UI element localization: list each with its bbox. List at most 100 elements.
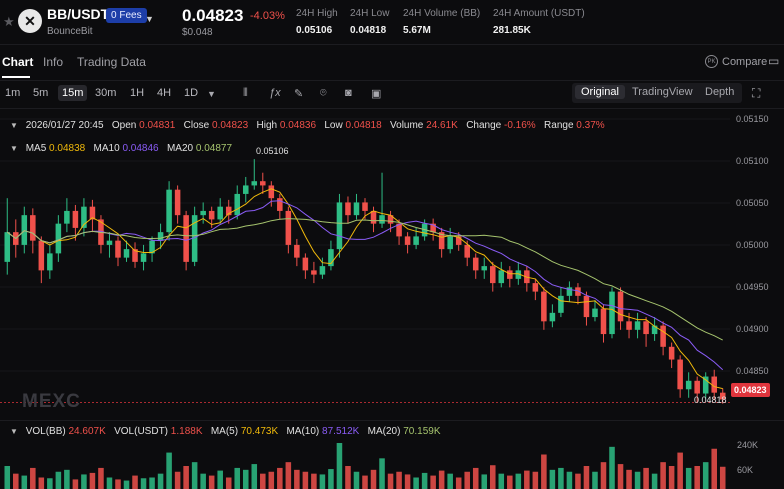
tab-trading-data[interactable]: Trading Data [77, 55, 146, 69]
settings-icon[interactable]: ▣ [371, 88, 382, 100]
low-marker-label: 0.04818 [694, 395, 727, 405]
stat-24h-high: 24H High 0.05106 [296, 8, 338, 36]
collapse-caret-icon[interactable]: ▼ [10, 121, 18, 130]
open-label: Open [111, 120, 137, 131]
volume-bar [592, 471, 598, 489]
volume-bar [711, 448, 717, 489]
volume-bar [225, 477, 232, 489]
volume-bar [277, 467, 283, 489]
volume-bar [558, 467, 564, 489]
view-original-button[interactable]: Original [575, 85, 625, 99]
volume-tick: 60K [737, 465, 754, 475]
candle-body [379, 215, 385, 224]
volume-bar [455, 477, 462, 489]
stat-value: 0.05106 [296, 25, 333, 36]
close-value: 0.04823 [212, 120, 249, 131]
volume-bar [541, 454, 547, 489]
chart-divider [0, 420, 784, 421]
fullscreen-icon[interactable]: ⛶ [752, 86, 761, 100]
candle-body [541, 291, 547, 322]
volume-bar [353, 471, 360, 489]
candle-body [609, 291, 615, 335]
pair-dropdown-caret-icon[interactable]: ▼ [145, 14, 154, 24]
candle-body [191, 215, 198, 262]
price-tick: 0.05000 [736, 240, 769, 250]
price-usd: $0.048 [182, 27, 213, 38]
candle-body [157, 232, 164, 241]
volume-label: Volume [390, 120, 424, 131]
candle-body [38, 240, 45, 271]
tabs-divider [0, 80, 784, 81]
timeframe-1d[interactable]: 1D [184, 87, 199, 99]
view-tradingview-button[interactable]: TradingView [632, 86, 693, 98]
tab-chart[interactable]: Chart [2, 55, 34, 69]
indicator-icon[interactable]: ƒx [269, 87, 281, 99]
volume-bar [481, 474, 488, 489]
candle-body [481, 266, 488, 271]
volume-bar [413, 477, 419, 489]
volume-bar [217, 470, 223, 489]
vol-ma5-label: MA(5) [210, 426, 239, 437]
stat-label: 24H High [296, 8, 338, 19]
timeframe-4h[interactable]: 4H [157, 87, 172, 99]
volume-bar [600, 462, 607, 489]
volume-bar [285, 462, 292, 489]
view-depth-button[interactable]: Depth [705, 86, 735, 98]
timeframe-5m[interactable]: 5m [33, 87, 49, 99]
volume-bar [660, 462, 666, 489]
timeframe-30m[interactable]: 30m [95, 87, 117, 99]
volume-bar [98, 467, 104, 489]
timeframe-1m[interactable]: 1m [5, 87, 21, 99]
candle-body [345, 202, 351, 216]
ma-collapse-caret-icon[interactable]: ▼ [10, 144, 18, 153]
candle-type-icon[interactable]: ⦀ [243, 87, 248, 99]
candle-body [200, 210, 206, 216]
ma20-label: MA20 [166, 143, 194, 154]
stat-24h-amount: 24H Amount (USDT) 281.85K [493, 8, 585, 36]
volume-bar [319, 474, 326, 489]
volume-chart[interactable] [0, 438, 730, 489]
change-value: -0.16% [504, 120, 536, 131]
tab-info[interactable]: Info [43, 55, 64, 69]
collapse-icon[interactable]: ▭ [768, 54, 780, 68]
volume-bar [575, 473, 581, 489]
candle-body [89, 206, 96, 220]
timeframe-1h[interactable]: 1H [130, 87, 145, 99]
ma20-line [7, 218, 723, 341]
price-tick: 0.04850 [736, 366, 769, 376]
magnet-icon[interactable]: ⌾ [320, 87, 327, 99]
candle-body [242, 185, 249, 194]
price-chart[interactable] [0, 109, 730, 419]
volume-bar [38, 477, 45, 489]
volume-bar [507, 475, 513, 489]
candle-body [626, 321, 632, 330]
timeframe-dropdown-icon[interactable]: ▼ [207, 89, 216, 99]
favorite-star-icon[interactable]: ★ [3, 14, 15, 29]
price-axis[interactable]: 0.05150 0.05100 0.05050 0.05000 0.04950 … [730, 109, 784, 419]
candle-body [268, 185, 275, 199]
screenshot-camera-icon[interactable]: ◙ [345, 87, 352, 99]
open-value: 0.04831 [139, 120, 176, 131]
volume-collapse-caret-icon[interactable]: ▼ [10, 427, 18, 436]
volume-bar [430, 475, 436, 489]
volume-bar [140, 478, 147, 489]
candle-body [694, 380, 700, 394]
pair-name[interactable]: BB/USDT [47, 6, 110, 22]
candle-body [643, 321, 649, 335]
timeframe-15m[interactable]: 15m [58, 85, 88, 101]
candle-body [149, 240, 155, 254]
draw-pencil-icon[interactable]: ✎ [294, 88, 304, 100]
candle-body [651, 325, 658, 335]
volume-bar [294, 469, 300, 489]
volume-bar [379, 458, 385, 489]
volume-bar [668, 466, 675, 489]
volume-bar [89, 472, 96, 489]
volume-bar [191, 462, 198, 489]
compare-button[interactable]: PK Compare [705, 55, 767, 68]
volume-bar [208, 475, 215, 489]
candle-body [430, 223, 436, 233]
volume-bar [719, 466, 726, 489]
candle-body [30, 215, 36, 241]
candle-body [183, 215, 189, 262]
compare-label: Compare [722, 55, 768, 68]
